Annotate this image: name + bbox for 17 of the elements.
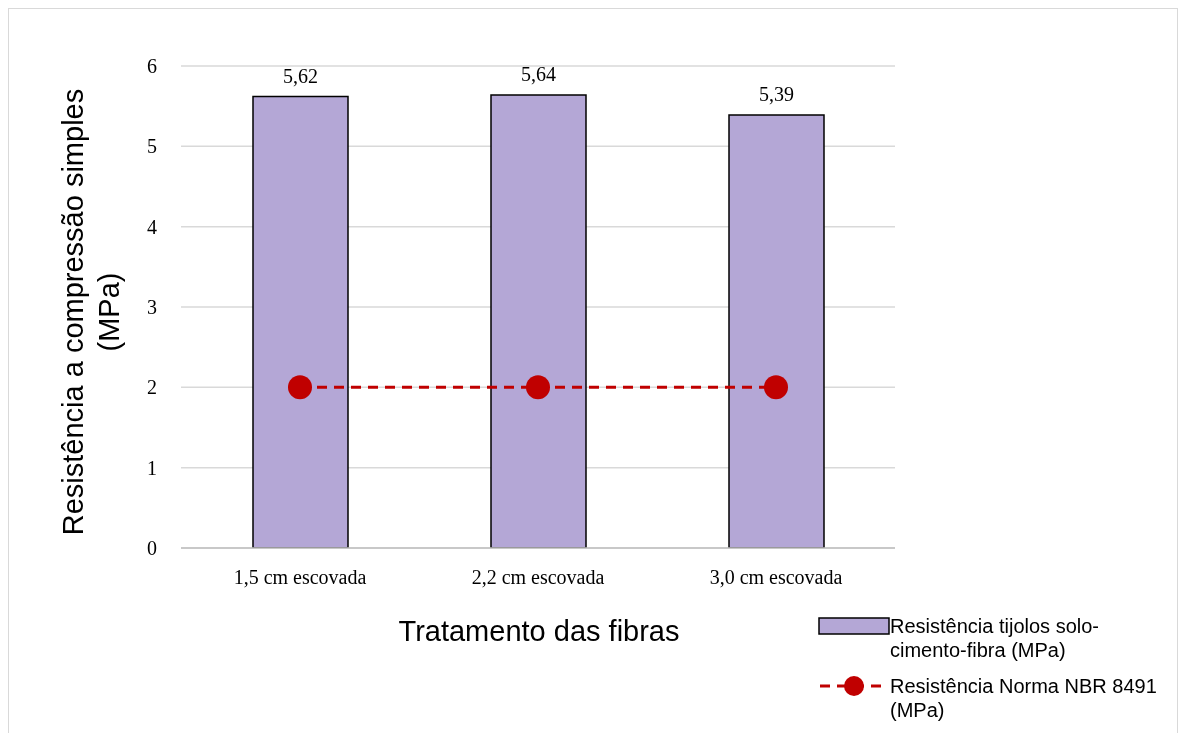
data-label: 5,62: [283, 64, 318, 87]
y-tick-label: 6: [147, 55, 157, 78]
y-tick-label: 5: [147, 135, 157, 158]
x-tick-label: 3,0 cm escovada: [709, 566, 843, 589]
x-tick-label: 2,2 cm escovada: [471, 566, 605, 589]
y-tick-label: 0: [147, 537, 157, 560]
y-tick-label: 2: [147, 376, 157, 399]
y-axis-title: Resistência a compressão simples (MPa): [56, 87, 126, 538]
y-tick-label: 4: [147, 215, 157, 238]
y-tick-label: 1: [147, 456, 157, 479]
x-tick-label: 1,5 cm escovada: [233, 566, 367, 589]
x-axis-title: Tratamento das fibras: [397, 615, 681, 648]
legend-label: Resistência tijolos solo-cimento-fibra (MPa): [890, 614, 1100, 662]
y-tick-label: 3: [147, 296, 157, 319]
data-label: 5,64: [521, 62, 556, 85]
data-label: 5,39: [759, 83, 794, 105]
legend-label: Resistência Norma NBR 8491 (MPa): [890, 674, 1158, 722]
